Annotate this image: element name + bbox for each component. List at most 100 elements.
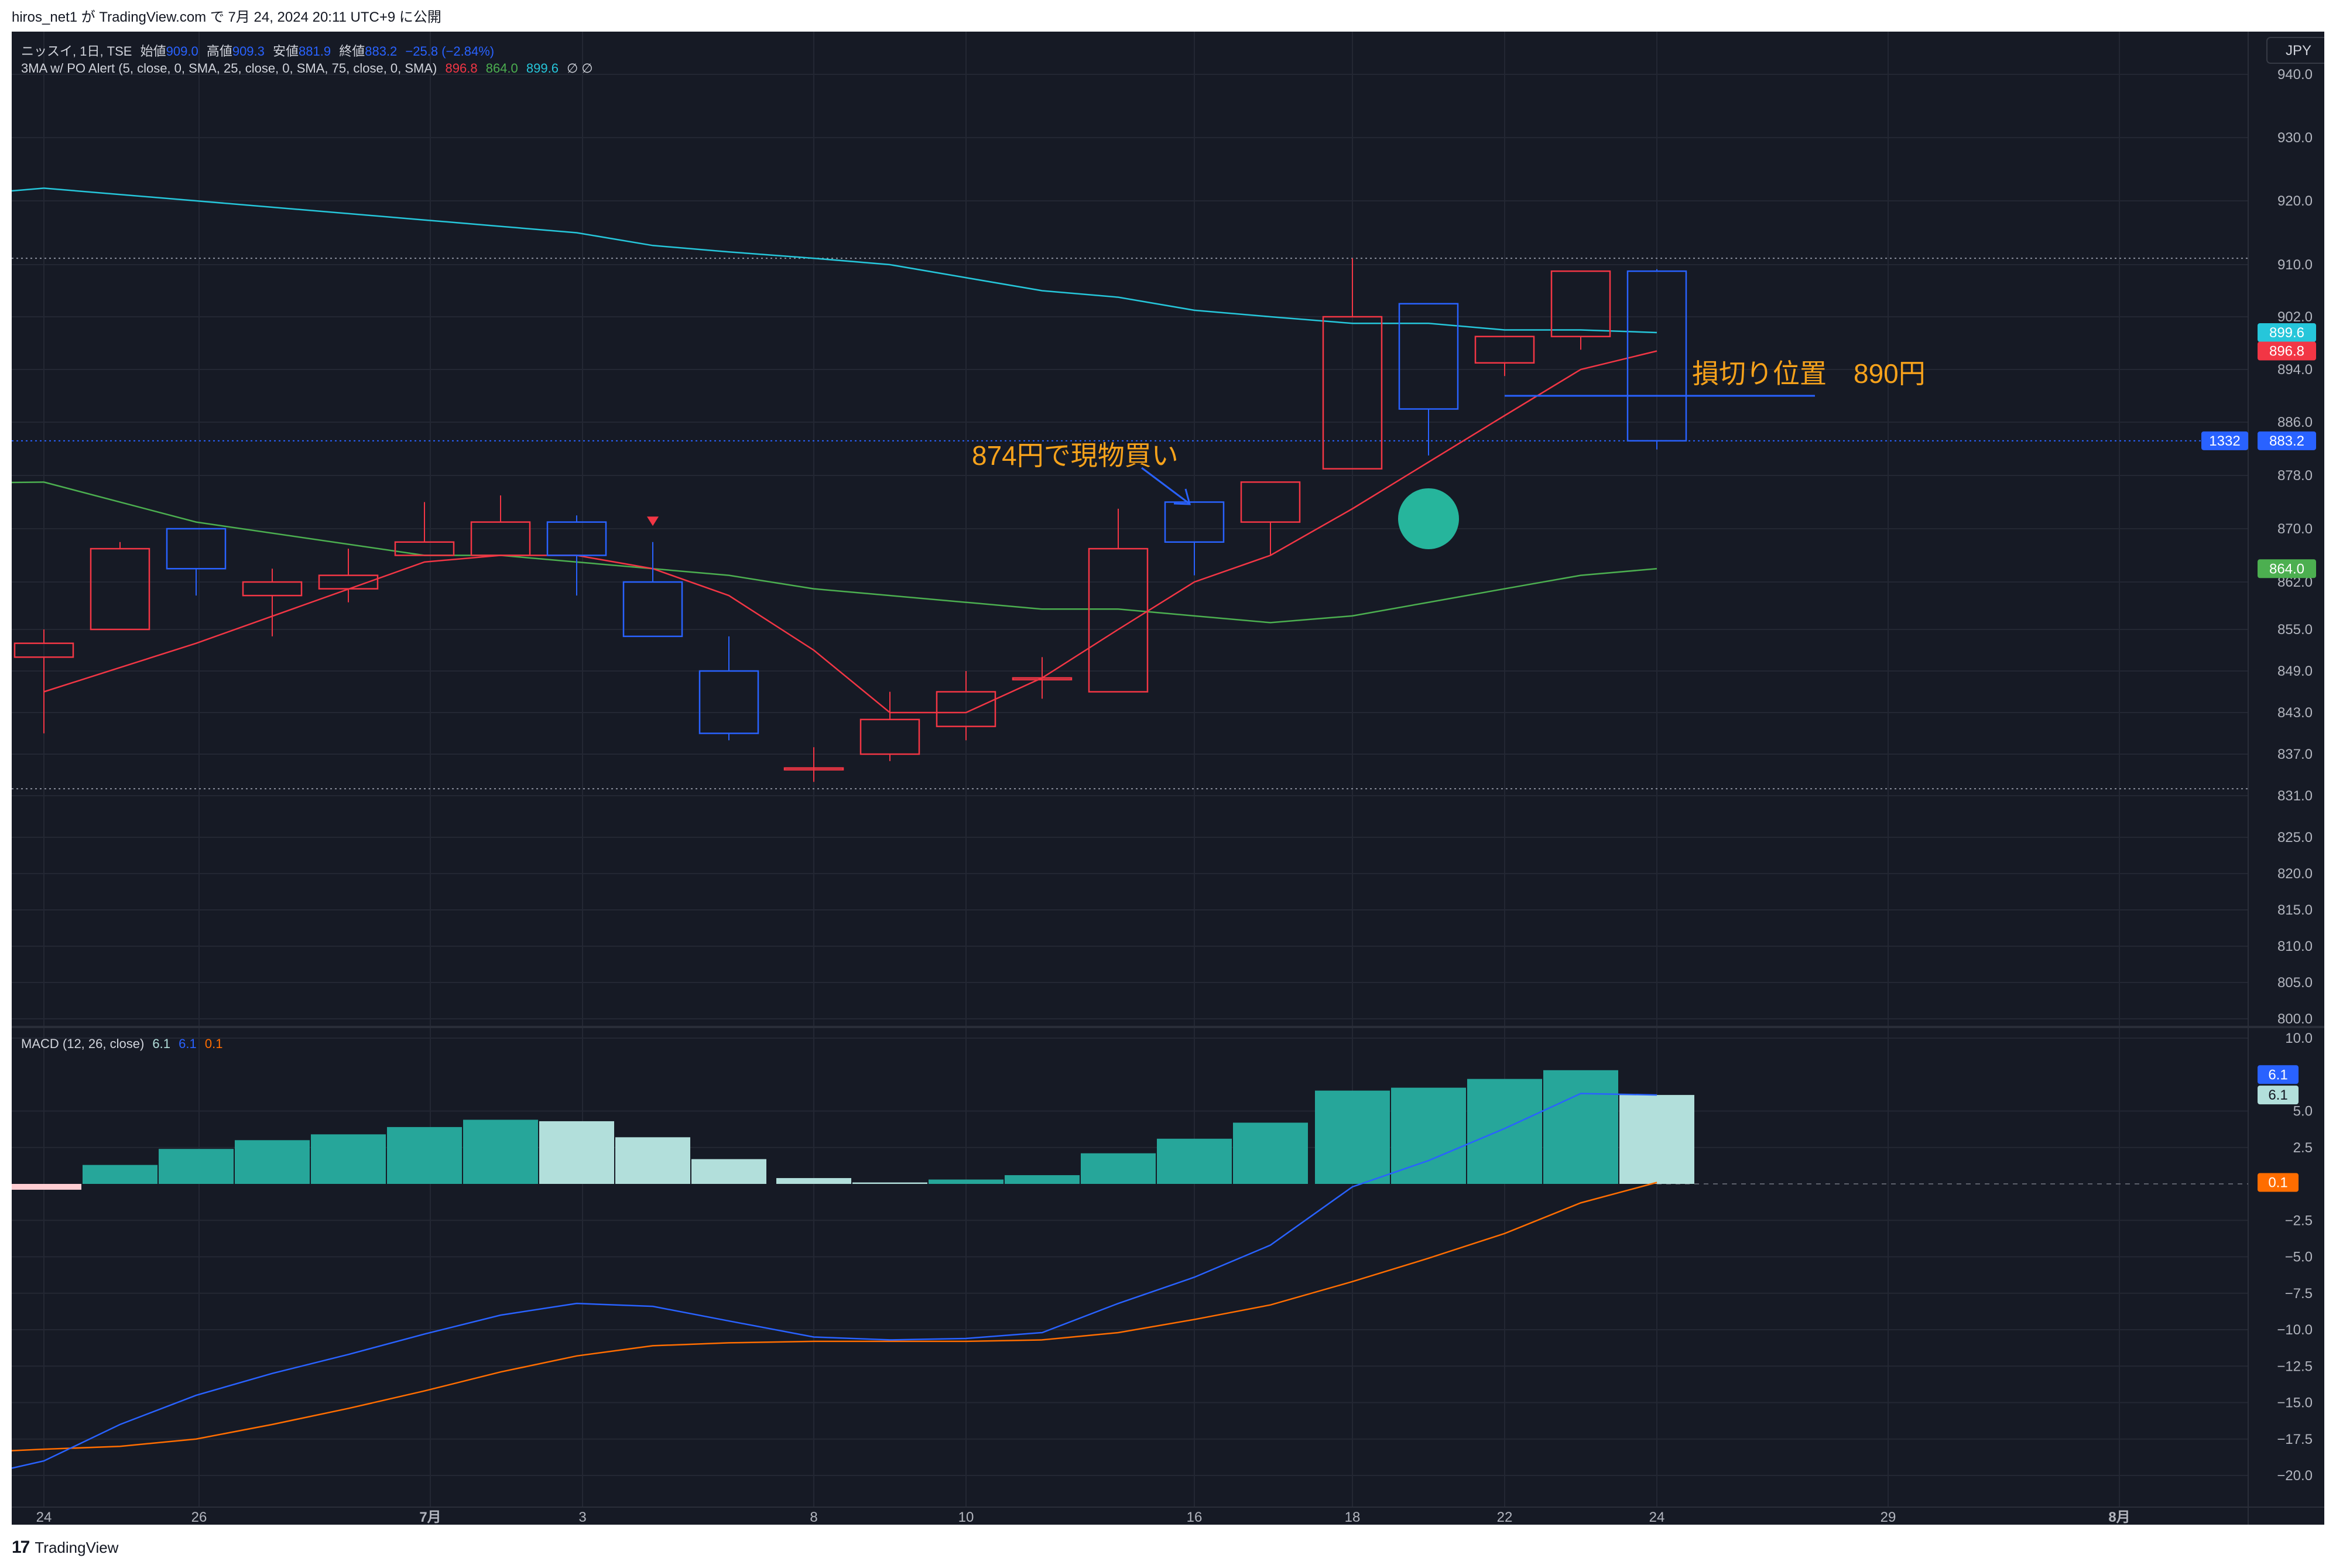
candle-body (1240, 481, 1301, 523)
annotation-buy: 874円で現物買い (972, 440, 1179, 471)
candle-body (1626, 270, 1687, 442)
legend-ma5-value: 896.8 (445, 61, 478, 76)
legend-macd-signal-value: 0.1 (204, 1036, 223, 1051)
annotation-buy-arrow (1141, 467, 1189, 504)
macd-hist-bar-16 (1233, 1122, 1308, 1184)
price-tick-label: 886.0 (2277, 415, 2313, 430)
macd-badge-2 (2258, 1173, 2299, 1192)
chart-area[interactable]: 874円で現物買い 損切り位置 890円 940.0 930.0 920.0 910.0 9… (12, 32, 2324, 1525)
candle-7-1 (394, 502, 455, 556)
macd-badge-label-2: 0.1 (2268, 1175, 2287, 1191)
candle-7-18 (1322, 258, 1383, 470)
price-badge-label-1: 896.8 (2269, 344, 2304, 360)
candle-body (394, 541, 455, 556)
candle-body (622, 581, 683, 638)
macd-badge-label-1: 6.1 (2268, 1087, 2287, 1103)
candle-7-23 (1550, 270, 1611, 350)
x-tick-label: 16 (1187, 1509, 1203, 1525)
price-tick-label: 843.0 (2277, 705, 2313, 721)
candle-7-22 (1474, 335, 1535, 376)
candle-body (546, 521, 607, 556)
entry-circle-marker (1398, 488, 1459, 549)
macd-tick-label: 5.0 (2293, 1104, 2313, 1119)
legend-symbol: ニッスイ, 1日, TSE (21, 44, 132, 59)
candle-body (1012, 677, 1073, 681)
candle-7-12 (1088, 508, 1149, 693)
price-tick-label: 810.0 (2277, 939, 2313, 954)
candle-7-24 (1626, 269, 1687, 450)
price-tick-label: 894.0 (2277, 362, 2313, 378)
candle-7-11 (1012, 657, 1073, 699)
legend-low-value: 881.9 (299, 44, 331, 59)
volume-badge (2201, 431, 2248, 450)
macd-hist-bar-21 (1619, 1095, 1694, 1184)
candle-7-16 (1164, 501, 1225, 576)
legend-close-label: 終値 (339, 44, 365, 59)
candle-body (1474, 335, 1535, 364)
price-badge-label-0: 899.6 (2269, 325, 2304, 341)
legend-macd: MACD (12, 26, close) 6.1 6.1 0.1 (21, 1036, 227, 1052)
macd-hist-bar-18 (1391, 1087, 1466, 1184)
macd-tick-label: 10.0 (2285, 1031, 2313, 1046)
price-tick-label: 930.0 (2277, 130, 2313, 146)
price-tick-label: 910.0 (2277, 257, 2313, 273)
macd-hist-bar-1 (83, 1165, 157, 1184)
currency-box (2266, 37, 2324, 64)
candle-7-19 (1398, 303, 1459, 456)
legend-ma75-value: 899.6 (526, 61, 559, 76)
macd-tick-label: −2.5 (2285, 1213, 2313, 1228)
legend-ma25-value: 864.0 (485, 61, 518, 76)
macd-tick-label: 2.5 (2293, 1140, 2313, 1156)
macd-tick-label: −12.5 (2277, 1358, 2313, 1374)
candle-7-17 (1240, 481, 1301, 556)
legend-macd-line-value: 6.1 (179, 1036, 197, 1051)
legend-null-marks: ∅ ∅ (567, 61, 593, 76)
ma75-lead-in (12, 187, 44, 192)
candle-6-28 (318, 549, 379, 602)
candle-7-3 (546, 515, 607, 596)
legend-open-label: 始値 (140, 44, 166, 59)
price-tick-label: 855.0 (2277, 622, 2313, 638)
macd-hist-bar-0 (12, 1184, 81, 1190)
macd-hist-bar-19 (1467, 1079, 1542, 1184)
price-tick-label: 940.0 (2277, 67, 2313, 83)
x-tick-label: 8 (810, 1509, 817, 1525)
candle-body (1398, 303, 1459, 410)
price-tick-label: 920.0 (2277, 193, 2313, 209)
macd-hist-bar-10 (776, 1178, 851, 1184)
legend-low-label: 安値 (273, 44, 299, 59)
macd-tick-label: −10.0 (2277, 1322, 2313, 1338)
legend-close-value: 883.2 (365, 44, 398, 59)
macd-tick-label: −5.0 (2285, 1249, 2313, 1265)
x-tick-label: 24 (36, 1509, 52, 1525)
legend-macd-hist-value: 6.1 (152, 1036, 171, 1051)
x-tick-label: 29 (1881, 1509, 1896, 1525)
macd-hist-bar-5 (387, 1127, 462, 1184)
volume-badge-label: 1332 (2209, 433, 2240, 449)
macd-hist-bar-20 (1543, 1070, 1618, 1184)
price-tick-label: 815.0 (2277, 902, 2313, 918)
macd-hist-bar-15 (1157, 1138, 1232, 1184)
macd-tick-label: −7.5 (2285, 1286, 2313, 1302)
macd-signal-line (12, 1182, 1657, 1451)
macd-hist-bar-7 (539, 1121, 614, 1184)
annotation-stoploss: 損切り位置 890円 (1692, 358, 1926, 389)
macd-tick-label: −20.0 (2277, 1468, 2313, 1484)
price-badge-label-3: 864.0 (2269, 561, 2304, 577)
price-badge-3 (2258, 559, 2316, 578)
legend-indicator: 3MA w/ PO Alert (5, close, 0, SMA, 25, c… (21, 61, 437, 76)
x-tick-label: 8月 (2108, 1509, 2130, 1525)
candle-body (318, 574, 379, 590)
footer: 17 TradingView (12, 1533, 118, 1562)
price-tick-label: 849.0 (2277, 663, 2313, 679)
macd-hist-bar-4 (311, 1134, 386, 1184)
ma75-line (43, 187, 1657, 334)
legend-macd-label: MACD (12, 26, close) (21, 1036, 145, 1051)
x-tick-label: 10 (958, 1509, 974, 1525)
price-badge-0 (2258, 323, 2316, 342)
price-chart[interactable]: 874円で現物買い 損切り位置 890円 940.0 930.0 920.0 910.0 9… (12, 32, 2324, 1525)
price-tick-label: 805.0 (2277, 975, 2313, 991)
legend-high-value: 909.3 (232, 44, 265, 59)
candle-body (698, 670, 759, 734)
macd-hist-bar-2 (159, 1149, 234, 1184)
